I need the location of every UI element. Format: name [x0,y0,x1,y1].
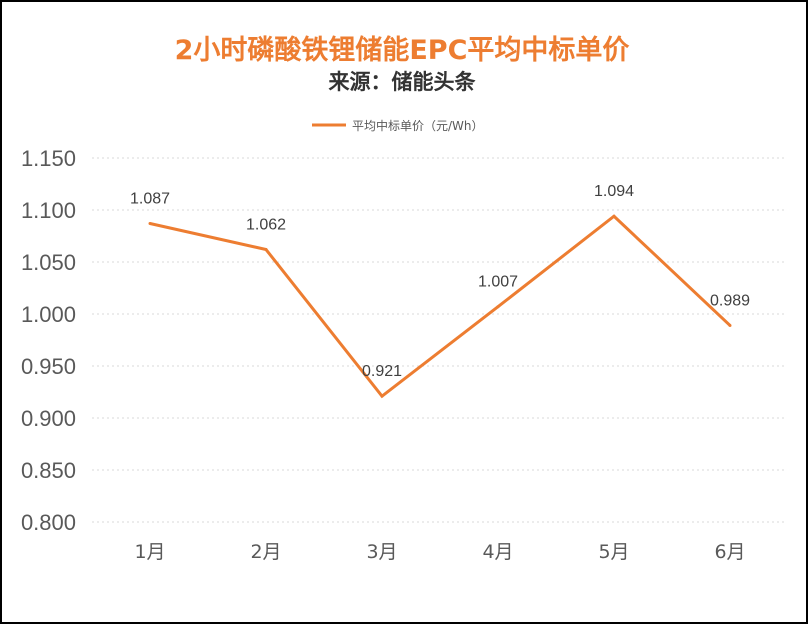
data-point [728,323,732,327]
y-tick-label: 1.050 [21,250,76,275]
data-point [380,394,384,398]
chart-title: 2小时磷酸铁锂储能EPC平均中标单价 [174,35,630,66]
data-label: 0.921 [362,363,402,380]
data-label: 1.007 [478,274,518,291]
y-tick-label: 1.000 [21,302,76,327]
series-layer [148,214,732,399]
data-labels: 1.087 1.062 0.921 1.007 1.094 0.989 [130,183,750,380]
data-label: 1.094 [594,183,634,200]
x-category-label: 4月 [482,541,513,563]
gridlines [92,157,785,523]
data-point [612,214,616,218]
y-tick-label: 1.100 [21,198,76,223]
x-category-label: 3月 [366,541,397,563]
data-label: 0.989 [710,292,750,309]
y-tick-label: 1.150 [21,146,76,171]
x-axis-category-labels: 1月 2月 3月 4月 5月 6月 [134,541,745,563]
x-category-label: 5月 [598,541,629,563]
legend: 平均中标单价（元/Wh） [312,118,484,133]
y-tick-label: 0.900 [21,406,76,431]
y-tick-label: 0.850 [21,458,76,483]
legend-label: 平均中标单价（元/Wh） [352,118,484,133]
series-line [149,214,732,399]
data-label: 1.087 [130,191,170,208]
y-tick-label: 0.800 [21,510,76,535]
data-label: 1.062 [246,217,286,234]
chart-subtitle: 来源：储能头条 [328,70,476,94]
y-axis-tick-labels: 0.800 0.850 0.900 0.950 1.000 1.050 1.100 1.150 [21,146,76,535]
y-tick-label: 0.950 [21,354,76,379]
data-point [264,248,268,252]
x-category-label: 1月 [134,541,165,563]
data-point [148,222,152,226]
x-category-label: 2月 [250,541,281,563]
data-point [496,305,500,309]
x-category-label: 6月 [714,541,745,563]
